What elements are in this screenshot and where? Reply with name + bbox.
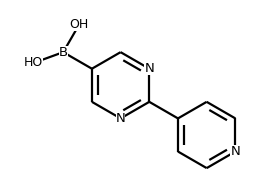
Text: N: N [116, 112, 125, 125]
Text: OH: OH [69, 18, 89, 31]
Text: HO: HO [24, 56, 43, 69]
Text: N: N [231, 145, 240, 158]
Text: N: N [144, 62, 154, 75]
Text: B: B [59, 46, 68, 59]
